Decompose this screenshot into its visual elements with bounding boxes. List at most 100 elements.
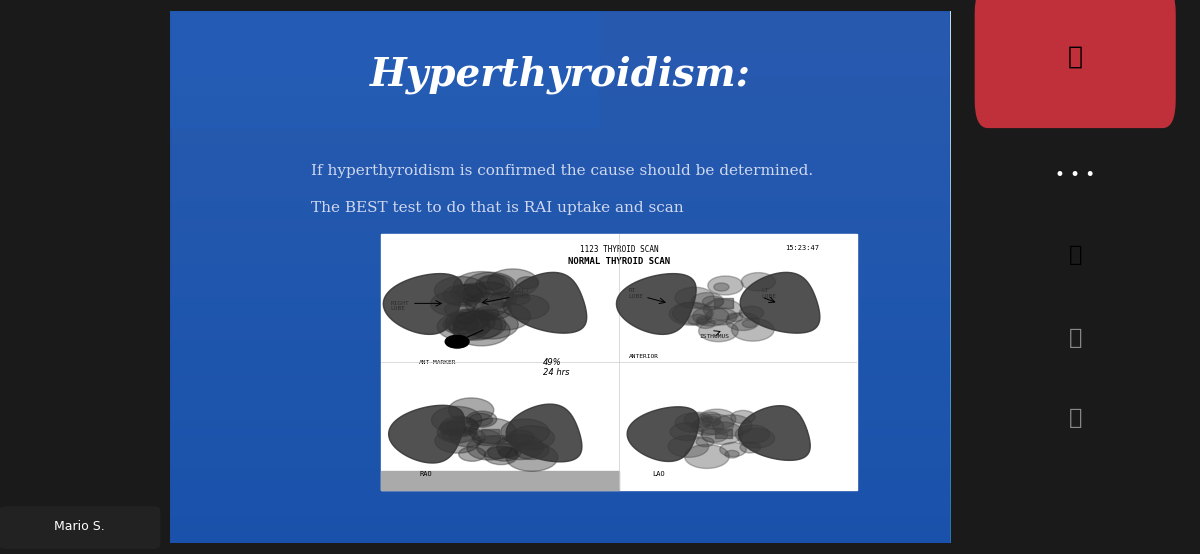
Circle shape	[685, 439, 730, 463]
Text: ANT-MARKER: ANT-MARKER	[419, 360, 456, 365]
Circle shape	[727, 282, 768, 305]
Circle shape	[702, 305, 744, 327]
Circle shape	[469, 434, 518, 460]
Polygon shape	[740, 273, 820, 333]
Circle shape	[680, 275, 719, 296]
Circle shape	[676, 402, 722, 427]
Circle shape	[722, 421, 767, 445]
Text: 📵: 📵	[1068, 45, 1082, 69]
Circle shape	[683, 403, 725, 426]
Circle shape	[733, 320, 749, 328]
Circle shape	[730, 417, 756, 432]
Circle shape	[458, 297, 491, 314]
Text: 15:23:47: 15:23:47	[785, 245, 818, 250]
Polygon shape	[715, 429, 732, 438]
Circle shape	[494, 440, 517, 453]
Circle shape	[494, 281, 527, 299]
Polygon shape	[628, 407, 698, 461]
Circle shape	[426, 403, 472, 427]
Text: 1123 THYROID SCAN: 1123 THYROID SCAN	[580, 245, 659, 254]
Circle shape	[499, 286, 534, 305]
Circle shape	[436, 316, 493, 346]
Text: RT
LOBE: RT LOBE	[629, 288, 643, 299]
Circle shape	[498, 312, 548, 340]
Circle shape	[685, 319, 718, 336]
Circle shape	[462, 281, 500, 302]
Text: LT
LOBE: LT LOBE	[762, 288, 776, 299]
Circle shape	[704, 437, 740, 457]
Text: LEFT
LOBE: LEFT LOBE	[515, 288, 529, 299]
Bar	[382, 471, 619, 490]
Circle shape	[439, 294, 493, 322]
Text: 49%
24 hrs: 49% 24 hrs	[542, 357, 569, 377]
Circle shape	[671, 321, 707, 340]
Circle shape	[452, 433, 485, 450]
Circle shape	[719, 292, 754, 311]
Circle shape	[460, 412, 512, 439]
FancyBboxPatch shape	[170, 11, 600, 128]
Circle shape	[464, 413, 485, 424]
Circle shape	[701, 315, 733, 332]
Circle shape	[682, 437, 708, 451]
Circle shape	[719, 274, 754, 293]
Circle shape	[514, 304, 538, 317]
Circle shape	[438, 301, 473, 320]
Polygon shape	[617, 274, 696, 335]
Circle shape	[480, 314, 499, 324]
Circle shape	[424, 418, 474, 445]
Polygon shape	[481, 429, 499, 438]
Circle shape	[490, 441, 535, 465]
Text: If hyperthyroidism is confirmed the cause should be determined.: If hyperthyroidism is confirmed the caus…	[311, 163, 812, 178]
Bar	[382, 234, 857, 490]
Circle shape	[444, 276, 479, 295]
Text: 📷: 📷	[1068, 408, 1082, 428]
Text: LAO: LAO	[653, 471, 665, 478]
Circle shape	[442, 412, 472, 427]
Circle shape	[706, 448, 726, 459]
Circle shape	[698, 307, 738, 329]
Circle shape	[703, 304, 734, 321]
Circle shape	[728, 422, 764, 442]
Text: The BEST test to do that is RAI uptake and scan: The BEST test to do that is RAI uptake a…	[311, 201, 684, 215]
Text: RAO: RAO	[419, 471, 432, 478]
Circle shape	[449, 403, 496, 428]
Circle shape	[521, 410, 542, 421]
Circle shape	[462, 408, 503, 429]
Circle shape	[490, 313, 510, 324]
Circle shape	[442, 316, 480, 336]
Circle shape	[484, 297, 512, 312]
Polygon shape	[738, 406, 810, 460]
Circle shape	[475, 420, 509, 439]
Polygon shape	[389, 406, 464, 463]
Circle shape	[688, 435, 709, 447]
Text: ISTHUMUS: ISTHUMUS	[700, 334, 730, 339]
Circle shape	[673, 438, 719, 463]
Text: ANTERIOR: ANTERIOR	[629, 355, 659, 360]
Polygon shape	[508, 273, 587, 333]
Circle shape	[468, 285, 505, 305]
Circle shape	[503, 418, 541, 439]
Circle shape	[716, 286, 754, 306]
Circle shape	[703, 420, 728, 434]
Circle shape	[485, 275, 522, 295]
Circle shape	[481, 412, 515, 430]
Circle shape	[479, 273, 508, 288]
Circle shape	[730, 422, 763, 440]
Circle shape	[694, 313, 718, 326]
Circle shape	[485, 319, 524, 341]
Circle shape	[677, 422, 716, 443]
Text: NORMAL THYROID SCAN: NORMAL THYROID SCAN	[568, 258, 670, 266]
Circle shape	[715, 326, 732, 335]
Circle shape	[442, 436, 478, 455]
Circle shape	[677, 417, 719, 440]
Circle shape	[454, 442, 505, 469]
Circle shape	[479, 441, 521, 464]
Circle shape	[467, 315, 491, 329]
FancyBboxPatch shape	[0, 507, 160, 548]
Circle shape	[505, 284, 544, 304]
Text: Hyperthyroidism:: Hyperthyroidism:	[370, 55, 751, 94]
Circle shape	[689, 326, 704, 334]
Circle shape	[458, 280, 496, 300]
Circle shape	[674, 294, 701, 307]
Polygon shape	[506, 404, 582, 462]
